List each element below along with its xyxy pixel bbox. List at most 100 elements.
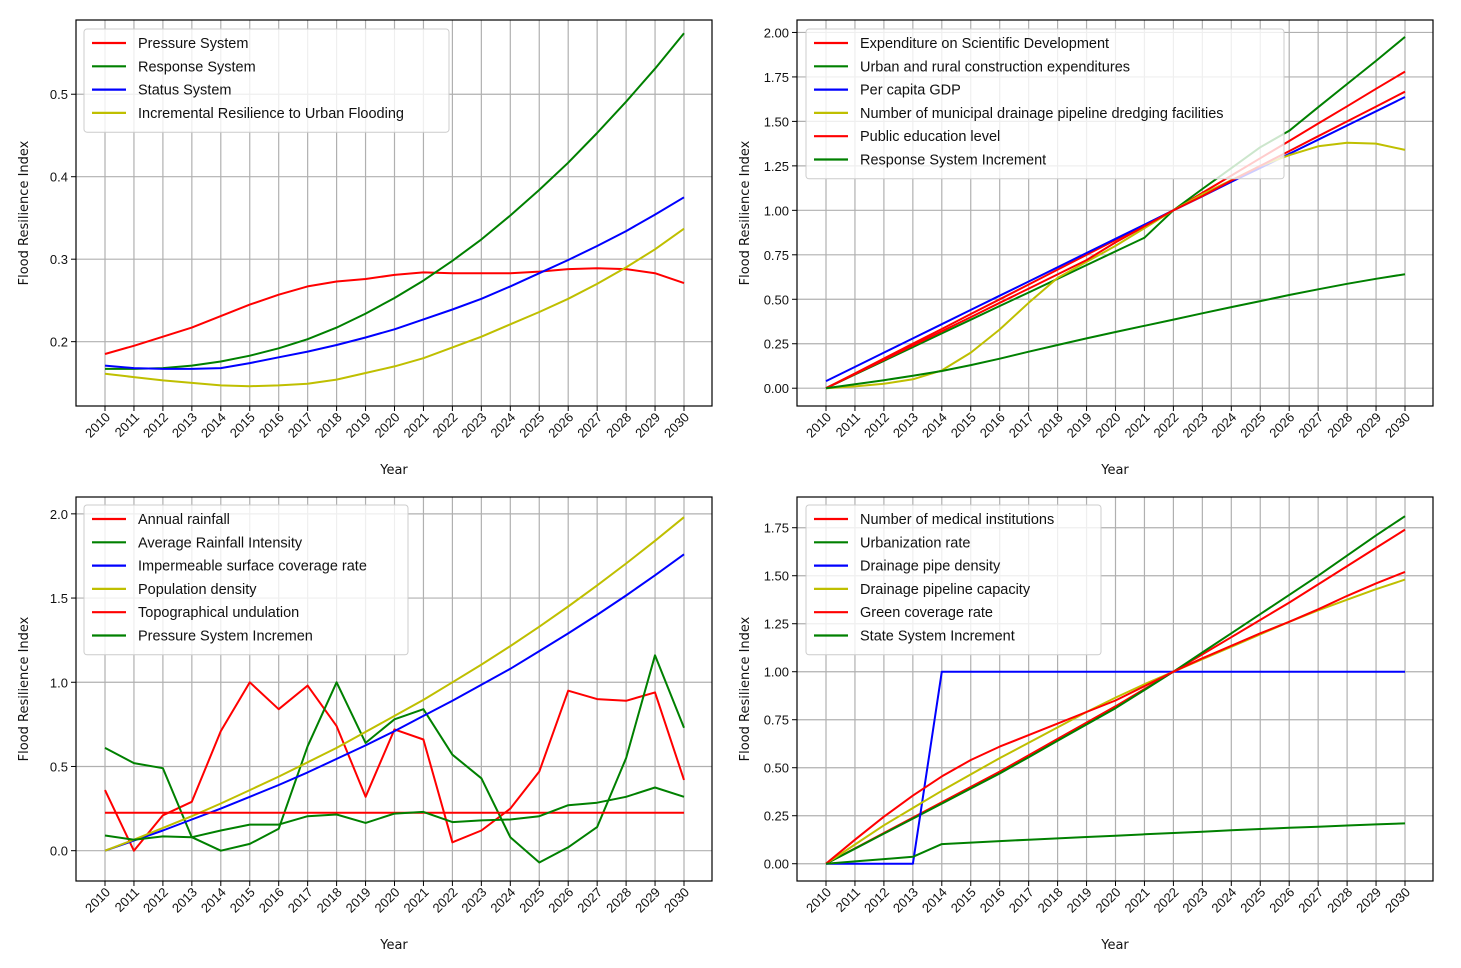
x-tick-label: 2028 (603, 885, 634, 916)
x-tick-label: 2022 (429, 885, 460, 916)
series-line-3 (825, 96, 1406, 382)
series-line-6 (104, 786, 685, 841)
x-tick-label: 2026 (1266, 410, 1297, 441)
x-tick-label: 2018 (1035, 885, 1066, 916)
y-tick-label: 1.50 (764, 569, 789, 584)
series-line-2 (104, 654, 685, 864)
series-line-5 (825, 90, 1406, 390)
x-tick-label: 2028 (1324, 885, 1355, 916)
y-tick-label: 0.3 (50, 252, 68, 267)
x-tick-label: 2021 (1122, 885, 1153, 916)
y-tick-label: 0.50 (764, 292, 789, 307)
x-tick-label: 2022 (429, 410, 460, 441)
x-tick-label: 2030 (1382, 885, 1413, 916)
x-tick-label: 2025 (516, 885, 547, 916)
x-tick-label: 2010 (803, 885, 834, 916)
legend-box (805, 504, 1102, 656)
y-tick-label: 0.75 (764, 713, 789, 728)
y-axis-label: Flood Resilience Index (738, 140, 753, 285)
y-tick-label: 0.25 (764, 337, 789, 352)
y-tick-label: 0.25 (764, 809, 789, 824)
chart-panel-1: 0.2 0.3 0.4 0.5 2010201120122013201420152016… (17, 19, 713, 478)
x-tick-label: 2023 (1179, 410, 1210, 441)
x-tick-label: 2030 (661, 410, 692, 441)
x-tick-label: 2020 (372, 410, 403, 441)
y-tick-label: 1.0 (50, 675, 68, 690)
x-tick-label: 2018 (314, 885, 345, 916)
legend-label: Urban and rural construction expenditure… (860, 59, 1130, 75)
x-tick-label: 2018 (314, 410, 345, 441)
series-line-4 (825, 141, 1406, 390)
x-tick-label: 2025 (516, 410, 547, 441)
legend-label: Status System (138, 83, 231, 99)
x-tick-label: 2029 (632, 885, 663, 916)
legend-label: Public education level (860, 129, 1000, 145)
x-tick-label: 2028 (603, 410, 634, 441)
legend-label: Pressure System Incremen (138, 629, 313, 645)
x-tick-label: 2025 (1237, 410, 1268, 441)
chart-panel-2: 0.00 0.25 0.50 0.75 1.00 1.25 1.50 1.75 2.00 2010… (738, 19, 1434, 478)
series-line-6 (825, 822, 1406, 865)
x-tick-label: 2020 (1093, 885, 1124, 916)
x-tick-label: 2027 (574, 885, 605, 916)
x-tick-label: 2029 (632, 410, 663, 441)
x-tick-label: 2023 (458, 885, 489, 916)
y-tick-label: 1.25 (764, 159, 789, 174)
x-tick-label: 2015 (948, 410, 979, 441)
x-tick-label: 2020 (372, 885, 403, 916)
x-tick-label: 2027 (1295, 885, 1326, 916)
x-tick-label: 2027 (1295, 410, 1326, 441)
y-axis-label: Flood Resilience Index (17, 616, 32, 761)
x-tick-label: 2010 (82, 410, 113, 441)
y-tick-label: 1.25 (764, 617, 789, 632)
y-axis-label: Flood Resilience Index (17, 140, 32, 285)
x-tick-label: 2019 (343, 885, 374, 916)
x-tick-label: 2014 (198, 410, 229, 441)
x-tick-label: 2023 (1179, 885, 1210, 916)
legend-label: Population density (138, 582, 257, 598)
legend-label: Topographical undulation (138, 605, 299, 621)
axes-frame (796, 19, 1434, 407)
y-tick-label: 1.00 (764, 203, 789, 218)
x-tick-label: 2017 (1006, 885, 1037, 916)
series-line-6 (825, 273, 1406, 390)
x-tick-label: 2022 (1150, 410, 1181, 441)
x-tick-label: 2010 (82, 885, 113, 916)
series-line-1 (825, 70, 1406, 390)
legend-label: Drainage pipe density (860, 559, 1001, 575)
x-tick-label: 2024 (487, 410, 518, 441)
x-tick-label: 2015 (948, 885, 979, 916)
x-tick-label: 2013 (890, 885, 921, 916)
series-line-1 (104, 267, 685, 355)
x-tick-label: 2010 (803, 410, 834, 441)
x-axis-label: Year (1100, 463, 1129, 478)
x-tick-label: 2016 (977, 410, 1008, 441)
series-line-3 (104, 196, 685, 370)
y-tick-label: 0.00 (764, 857, 789, 872)
legend-label: Response System Increment (860, 153, 1046, 169)
x-tick-label: 2015 (227, 885, 258, 916)
x-tick-label: 2019 (1064, 885, 1095, 916)
x-tick-label: 2011 (833, 885, 863, 915)
series-line-5 (825, 570, 1406, 865)
y-tick-label: 0.5 (50, 759, 68, 774)
x-tick-label: 2030 (1382, 410, 1413, 441)
legend-label: Per capita GDP (860, 83, 961, 99)
series-line-3 (826, 670, 1405, 865)
axes-frame (75, 496, 713, 882)
x-tick-label: 2016 (256, 885, 287, 916)
chart-panel-4: 0.00 0.25 0.50 0.75 1.00 1.25 1.50 1.75 20102011… (738, 496, 1434, 953)
x-tick-label: 2016 (977, 885, 1008, 916)
y-tick-label: 0.50 (764, 761, 789, 776)
x-tick-label: 2026 (545, 885, 576, 916)
x-tick-label: 2011 (833, 410, 863, 440)
x-tick-label: 2021 (401, 885, 432, 916)
legend-box (83, 504, 409, 656)
legend-label: Impermeable surface coverage rate (138, 559, 367, 575)
legend-label: Pressure System (138, 36, 248, 52)
legend-label: State System Increment (860, 629, 1015, 645)
x-tick-label: 2017 (285, 885, 316, 916)
x-tick-label: 2023 (458, 410, 489, 441)
series-line-3 (104, 553, 685, 852)
x-tick-label: 2013 (169, 410, 200, 441)
